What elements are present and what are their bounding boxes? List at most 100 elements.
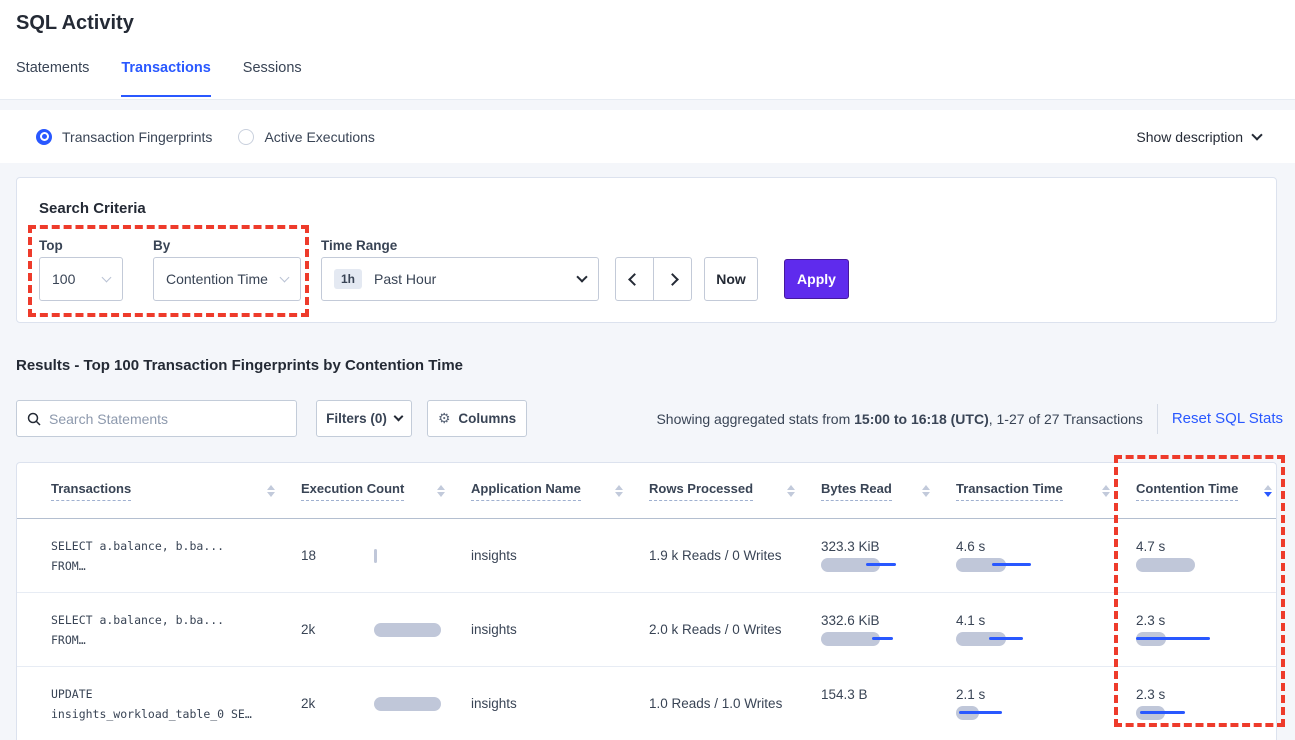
- tab-transactions[interactable]: Transactions: [121, 60, 211, 97]
- contention-time-bar: [1136, 706, 1212, 720]
- sort-icon: [922, 484, 930, 497]
- contention-time-cell: 2.3 s: [1136, 613, 1276, 646]
- results-heading: Results - Top 100 Transaction Fingerprin…: [16, 357, 464, 374]
- search-box: [16, 400, 297, 437]
- tab-sessions[interactable]: Sessions: [242, 60, 302, 76]
- chevron-down-icon: [279, 272, 290, 282]
- previous-time-button[interactable]: [616, 258, 654, 300]
- chevron-left-icon: [628, 272, 641, 286]
- sort-icon-descending-active: [1264, 484, 1272, 497]
- search-criteria-title: Search Criteria: [39, 200, 146, 217]
- table-row[interactable]: UPDATE insights_workload_table_0 SE… 2k …: [17, 667, 1276, 740]
- time-range-select[interactable]: 1h Past Hour: [321, 257, 599, 301]
- transaction-fingerprint-link[interactable]: UPDATE insights_workload_table_0 SE…: [51, 686, 252, 721]
- radio-transaction-fingerprints[interactable]: Transaction Fingerprints: [36, 128, 213, 145]
- time-range-label: Time Range: [321, 238, 398, 253]
- next-time-button[interactable]: [654, 258, 691, 300]
- column-header-transaction-time[interactable]: Transaction Time: [956, 481, 1136, 501]
- column-header-transactions[interactable]: Transactions: [51, 481, 301, 501]
- bytes-read-bar: [821, 632, 897, 646]
- rows-processed-cell: 1.9 k Reads / 0 Writes: [649, 548, 782, 563]
- application-name-cell: insights: [471, 622, 517, 637]
- vertical-divider: [1156, 403, 1158, 434]
- transaction-fingerprint-link[interactable]: SELECT a.balance, b.ba... FROM…: [51, 612, 225, 647]
- column-header-bytes-read[interactable]: Bytes Read: [821, 481, 956, 501]
- show-description-toggle[interactable]: Show description: [1136, 128, 1263, 145]
- bytes-read-bar: [821, 558, 897, 572]
- search-statements-input[interactable]: [49, 410, 286, 427]
- execution-count-bar: [374, 622, 441, 637]
- show-description-label: Show description: [1136, 128, 1243, 145]
- stats-time-range: 15:00 to 16:18 (UTC): [854, 410, 989, 427]
- time-range-badge: 1h: [334, 269, 363, 289]
- chevron-down-icon: [1251, 128, 1263, 141]
- transaction-time-cell: 2.1 s: [956, 687, 1136, 720]
- page-header: SQL Activity Statements Transactions Ses…: [0, 0, 1295, 100]
- radio-selected-icon: [36, 128, 52, 145]
- time-range-value: Past Hour: [374, 271, 437, 287]
- sort-icon: [267, 484, 275, 497]
- chevron-down-icon: [101, 272, 112, 282]
- transaction-time-bar: [956, 706, 1032, 720]
- tab-bar: Statements Transactions Sessions: [16, 60, 302, 97]
- application-name-cell: insights: [471, 548, 517, 563]
- contention-time-bar: [1136, 558, 1212, 572]
- stats-prefix: Showing aggregated stats from: [656, 410, 855, 427]
- execution-count-cell: 2k: [301, 696, 471, 711]
- chevron-right-icon: [666, 272, 679, 286]
- by-select-value: Contention Time: [166, 271, 268, 287]
- radio-active-executions[interactable]: Active Executions: [238, 128, 375, 145]
- reset-sql-stats-link[interactable]: Reset SQL Stats: [1171, 410, 1283, 427]
- sort-icon: [615, 484, 623, 497]
- table-row[interactable]: SELECT a.balance, b.ba... FROM… 18 insig…: [17, 519, 1276, 593]
- tab-statements[interactable]: Statements: [16, 60, 90, 76]
- top-select[interactable]: 100: [39, 257, 123, 301]
- chevron-down-icon: [393, 411, 404, 422]
- rows-processed-cell: 2.0 k Reads / 0 Writes: [649, 622, 782, 637]
- bytes-read-cell: 154.3 B: [821, 687, 956, 720]
- column-header-rows-processed[interactable]: Rows Processed: [649, 481, 821, 501]
- radio-label: Transaction Fingerprints: [62, 128, 213, 145]
- application-name-cell: insights: [471, 696, 517, 711]
- radio-label: Active Executions: [264, 128, 375, 145]
- sort-icon: [437, 484, 445, 497]
- column-header-contention-time[interactable]: Contention Time: [1136, 481, 1276, 501]
- contention-time-bar: [1136, 632, 1212, 646]
- execution-count-bar: [374, 548, 441, 563]
- top-select-value: 100: [52, 271, 76, 287]
- view-toggle-bar: Transaction Fingerprints Active Executio…: [0, 110, 1295, 163]
- transaction-time-bar: [956, 632, 1032, 646]
- stats-suffix: , 1-27 of 27 Transactions: [988, 410, 1143, 427]
- now-button[interactable]: Now: [704, 257, 758, 301]
- execution-count-bar: [374, 696, 441, 711]
- sort-icon: [787, 484, 795, 497]
- page-title: SQL Activity: [16, 12, 134, 34]
- aggregated-stats-text: Showing aggregated stats from 15:00 to 1…: [656, 411, 1142, 427]
- stats-group: Showing aggregated stats from 15:00 to 1…: [656, 400, 1283, 437]
- execution-count-cell: 18: [301, 548, 471, 563]
- radio-unselected-icon: [238, 128, 255, 145]
- contention-time-cell: 4.7 s: [1136, 539, 1276, 572]
- columns-label: Columns: [458, 411, 517, 426]
- contention-time-cell: 2.3 s: [1136, 687, 1276, 720]
- table-row[interactable]: SELECT a.balance, b.ba... FROM… 2k insig…: [17, 593, 1276, 667]
- transaction-fingerprint-link[interactable]: SELECT a.balance, b.ba... FROM…: [51, 538, 225, 573]
- bytes-read-cell: 332.6 KiB: [821, 613, 956, 646]
- search-icon: [27, 412, 41, 426]
- sort-icon: [1102, 484, 1110, 497]
- results-toolbar: Filters (0) ⚙ Columns Showing aggregated…: [16, 400, 1283, 437]
- chevron-down-icon: [576, 271, 588, 283]
- column-header-execution-count[interactable]: Execution Count: [301, 481, 471, 501]
- apply-button[interactable]: Apply: [784, 259, 849, 299]
- bytes-read-cell: 323.3 KiB: [821, 539, 956, 572]
- column-header-application-name[interactable]: Application Name: [471, 481, 649, 501]
- gear-icon: ⚙: [437, 410, 451, 427]
- transaction-time-cell: 4.1 s: [956, 613, 1136, 646]
- time-range-pager: [615, 257, 692, 301]
- filters-button[interactable]: Filters (0): [316, 400, 412, 437]
- transaction-time-cell: 4.6 s: [956, 539, 1136, 572]
- columns-button[interactable]: ⚙ Columns: [427, 400, 527, 437]
- by-label: By: [153, 238, 171, 253]
- by-select[interactable]: Contention Time: [153, 257, 301, 301]
- transactions-table: Transactions Execution Count Application…: [16, 462, 1277, 740]
